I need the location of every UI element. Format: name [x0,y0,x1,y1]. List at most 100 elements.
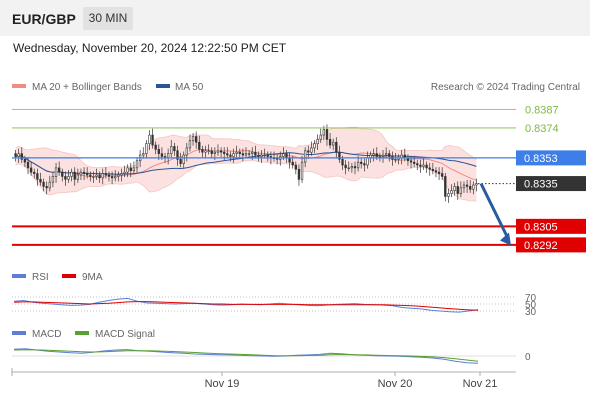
candle-bearish [285,153,288,159]
candle-bullish [145,143,148,154]
bollinger-upper-line [15,126,477,169]
support-label: 0.8292 [524,240,558,252]
candle-bearish [341,159,344,166]
timeframe-button[interactable]: 30 MIN [83,7,133,30]
last-price-box [516,176,586,192]
candle-bullish [101,173,104,179]
candle-bullish [207,150,210,152]
x-axis-label: Nov 19 [205,378,240,390]
candle-bearish [14,153,17,157]
candle-bullish [185,147,188,156]
rsi-legend-swatch [12,274,26,278]
candle-bullish [54,167,58,177]
legend-ma50: MA 50 [175,82,204,93]
price-levels: 0.8387 0.8374 0.8353 0.8335 0.8305 0.8292 [12,104,586,253]
candle-bearish [465,184,469,187]
candle-bullish [300,161,304,180]
candle-bearish [36,173,39,180]
candle-bullish [247,153,251,155]
candle-bearish [456,186,459,194]
candle-bullish [313,143,316,149]
macd-legend-swatch [12,331,26,335]
candle-bullish [282,153,285,157]
instrument-title: EUR/GBP [12,11,76,27]
macd-line [13,348,479,364]
candle-bullish [123,171,126,174]
candle-bullish [132,167,136,172]
macd-panel: 0 [12,348,531,364]
candle-bullish [51,176,55,183]
candle-bullish [76,174,79,180]
candle-bearish [23,159,27,163]
candle-bearish [226,153,229,156]
candle-bullish [135,160,139,169]
candle-bearish [195,136,198,143]
candle-bearish [129,167,132,172]
candle-bullish [322,129,326,136]
candle-bearish [469,186,472,190]
candle-bullish [48,181,51,189]
candle-bullish [381,154,385,157]
candle-bullish [120,173,123,176]
candle-bearish [39,178,42,183]
candle-bearish [64,176,67,180]
candle-bearish [254,151,257,156]
credit-text: Research © 2024 Trading Central [431,82,580,93]
target-arrow-head [500,232,511,246]
candle-bearish [288,157,291,163]
candle-bearish [437,171,441,174]
candle-bearish [338,151,341,160]
candle-bearish [266,154,269,157]
x-axis-label: Nov 21 [463,378,498,390]
candle-bullish [166,153,170,159]
candle-bearish [431,169,435,172]
candle-bearish [154,144,157,150]
candle-bearish [360,161,363,164]
candle-bearish [57,167,61,173]
candle-bearish [238,151,241,154]
rsi-ma-legend-swatch [62,274,76,278]
support-label-box [516,237,586,253]
candle-bullish [67,176,70,180]
candle-bearish [89,174,92,177]
candle-bearish [419,164,422,167]
candle-bearish [160,153,164,157]
candle-bearish [210,150,213,154]
rsi-ma-line [13,301,479,311]
macd-signal-legend-swatch [75,331,89,335]
candle-bullish [350,166,354,169]
candle-bearish [98,174,101,179]
candle-bearish [325,129,329,140]
support-label: 0.8305 [524,221,558,233]
candle-bullish [182,154,185,164]
rsi-tick-label: 30 [525,307,537,318]
candle-bearish [434,170,438,173]
candle-bullish [394,159,397,161]
ma50-legend-swatch [156,84,170,88]
candle-bearish [86,173,89,176]
candle-bearish [61,171,64,177]
candle-bullish [332,141,335,146]
candle-bullish [450,190,453,194]
candle-bearish [409,160,413,163]
bollinger-lower-line [15,159,477,202]
candle-bearish [413,161,416,164]
candle-bearish [104,173,108,176]
candle-bearish [219,150,223,153]
candle-bearish [198,141,201,150]
legend-rsi-ma: 9MA [82,272,103,283]
candle-bullish [170,146,173,154]
candle-bearish [33,171,36,174]
bollinger-band-fill [15,127,477,201]
candle-bearish [416,163,419,166]
candle-bullish [310,147,313,153]
header-bar: EUR/GBP 30 MIN [0,0,590,36]
candle-bearish [151,134,154,146]
candle-bullish [366,157,369,166]
candle-bullish [235,151,238,154]
candle-bearish [425,164,428,169]
candle-bullish [191,136,195,142]
candle-bearish [82,171,86,174]
